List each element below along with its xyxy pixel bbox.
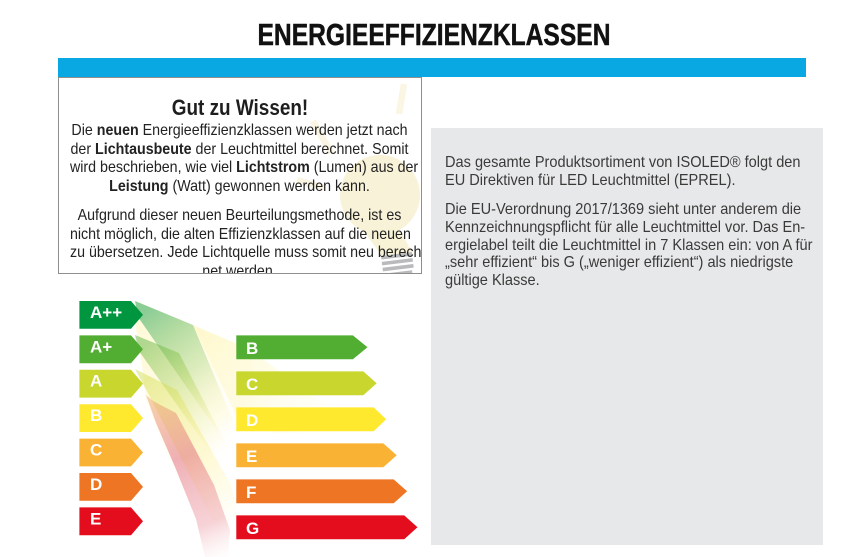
svg-text:F: F	[246, 483, 256, 502]
svg-text:G: G	[246, 519, 259, 538]
svg-text:A: A	[90, 372, 102, 391]
svg-text:D: D	[246, 411, 258, 430]
svg-text:ENERGIEEFFIZIENZKLASSEN: ENERGIEEFFIZIENZKLASSEN	[257, 17, 610, 51]
svg-text:B: B	[90, 406, 102, 425]
svg-text:E: E	[90, 509, 101, 528]
svg-text:E: E	[246, 447, 257, 466]
svg-text:A++: A++	[90, 303, 122, 322]
svg-text:C: C	[90, 441, 102, 460]
svg-text:C: C	[246, 375, 258, 394]
svg-text:A+: A+	[90, 337, 112, 356]
svg-text:D: D	[90, 475, 102, 494]
svg-text:B: B	[246, 339, 258, 358]
